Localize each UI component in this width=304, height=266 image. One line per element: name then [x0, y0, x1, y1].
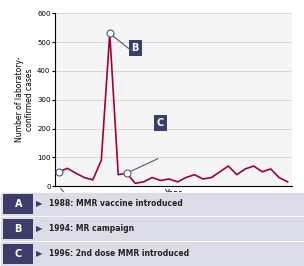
Text: A: A: [63, 194, 64, 195]
Text: A: A: [15, 199, 22, 209]
Text: C: C: [157, 118, 164, 128]
X-axis label: Year: Year: [164, 189, 182, 198]
Text: B: B: [132, 43, 139, 53]
Text: C: C: [15, 249, 22, 259]
Text: 1996: 2nd dose MMR introduced: 1996: 2nd dose MMR introduced: [49, 249, 189, 258]
Text: A: A: [50, 219, 58, 229]
Text: ▶: ▶: [36, 224, 43, 233]
Text: B: B: [15, 224, 22, 234]
Text: ▶: ▶: [36, 200, 43, 209]
Text: 1988: MMR vaccine introduced: 1988: MMR vaccine introduced: [49, 200, 182, 209]
Y-axis label: Number of laboratory-
confirmed cases: Number of laboratory- confirmed cases: [15, 57, 34, 143]
Text: 1994: MR campaign: 1994: MR campaign: [49, 224, 134, 233]
Text: ▶: ▶: [36, 249, 43, 258]
